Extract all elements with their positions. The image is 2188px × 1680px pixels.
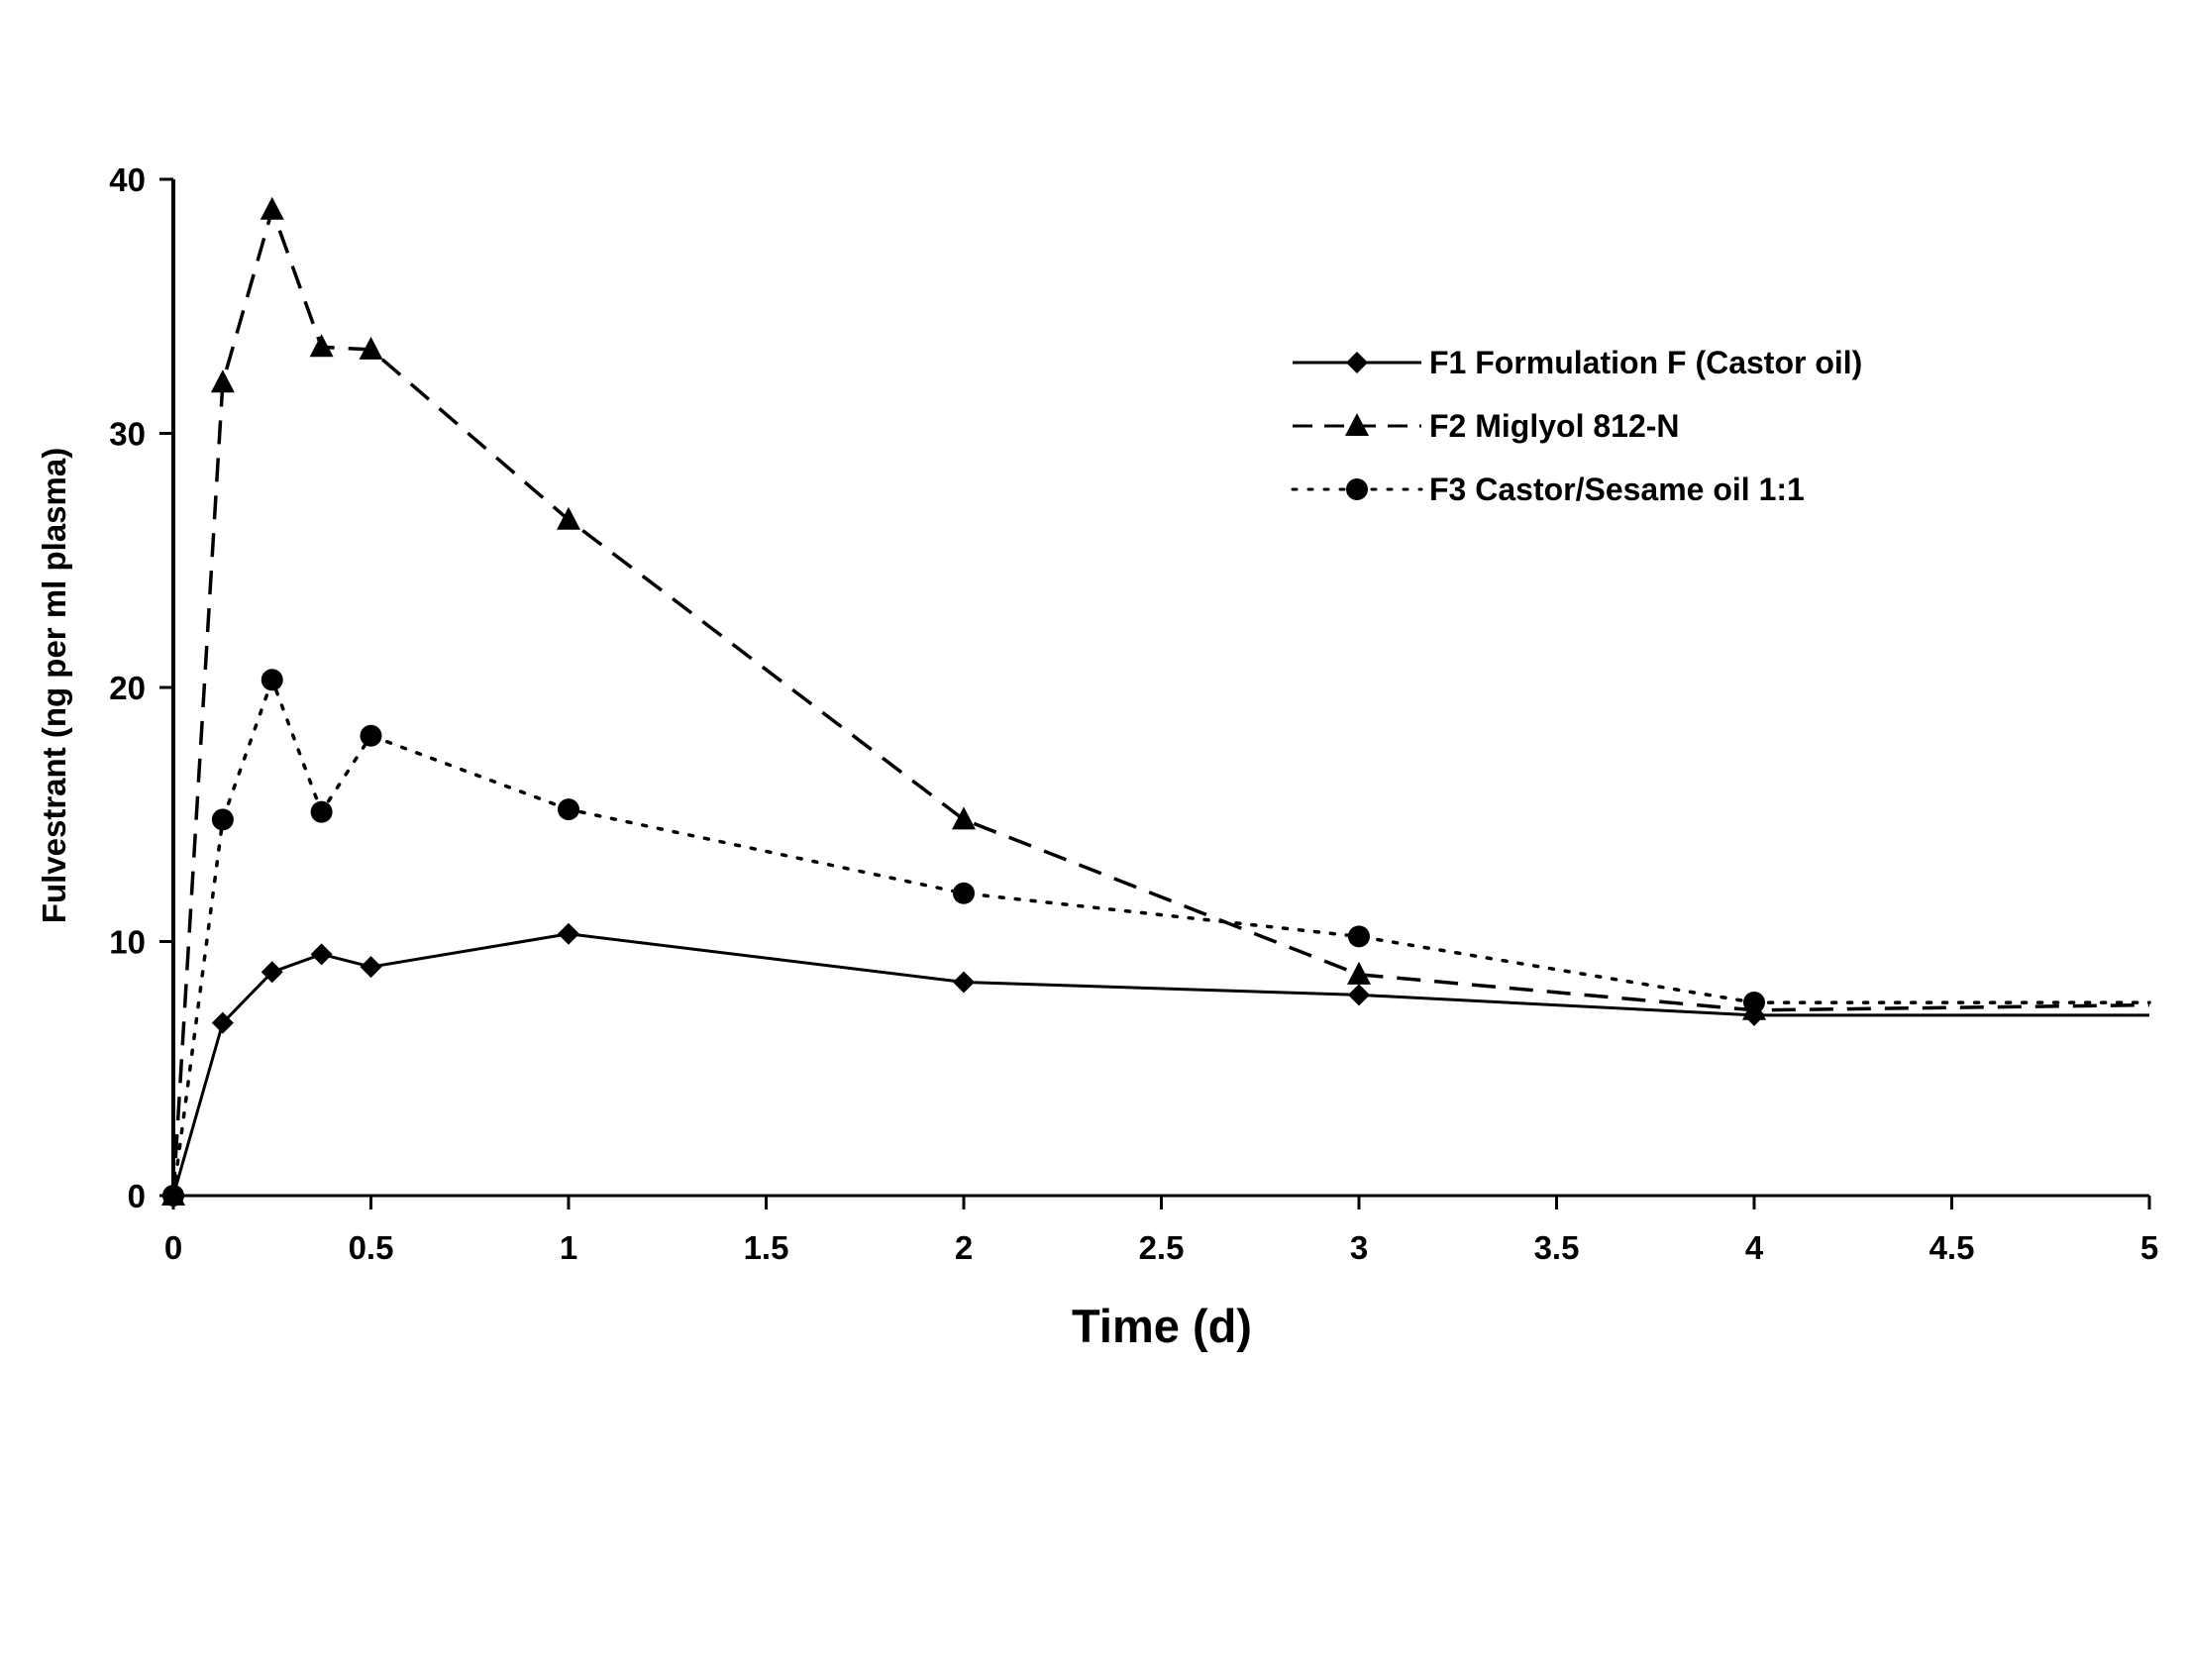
x-tick-label: 2.5: [1139, 1229, 1185, 1266]
y-axis-title: Fulvestrant (ng per ml plasma): [36, 448, 72, 923]
legend-label-1: F1 Formulation F (Castor oil): [1429, 345, 1862, 380]
series-3-point: [1348, 925, 1370, 947]
y-tick-label: 40: [109, 161, 146, 198]
series-2-point: [1347, 962, 1371, 985]
series-3-point: [212, 808, 234, 830]
x-tick-label: 4.5: [1929, 1229, 1975, 1266]
x-tick-label: 0.5: [349, 1229, 394, 1266]
y-tick-label: 0: [128, 1178, 146, 1214]
x-tick-label: 2: [955, 1229, 973, 1266]
legend-marker-1: [1346, 352, 1368, 373]
series-2-point: [310, 334, 334, 357]
series-3-point: [261, 669, 283, 690]
legend-label-3: F3 Castor/Sesame oil 1:1: [1429, 472, 1805, 507]
series-3-point: [953, 883, 975, 904]
series-1-point: [558, 923, 579, 945]
x-tick-label: 0: [164, 1229, 182, 1266]
series-2-point: [952, 806, 976, 829]
series-2-point: [211, 369, 235, 392]
x-tick-label: 5: [2140, 1229, 2158, 1266]
x-tick-label: 3.5: [1534, 1229, 1580, 1266]
x-tick-label: 1.5: [744, 1229, 789, 1266]
series-line-3: [173, 680, 2149, 1196]
y-tick-label: 10: [109, 924, 146, 961]
series-2-point: [260, 197, 284, 220]
x-tick-label: 1: [560, 1229, 577, 1266]
series-1-point: [361, 956, 382, 978]
legend-label-2: F2 Miglyol 812-N: [1429, 408, 1680, 444]
y-tick-label: 20: [109, 670, 146, 706]
series-1-point: [953, 972, 975, 994]
x-tick-label: 4: [1745, 1229, 1764, 1266]
series-1-point: [311, 943, 333, 965]
series-3-point: [361, 725, 382, 747]
series-3-point: [1743, 992, 1765, 1013]
series-1-point: [1348, 984, 1370, 1005]
x-tick-label: 3: [1350, 1229, 1368, 1266]
series-3-point: [162, 1185, 184, 1207]
series-line-1: [173, 934, 2149, 1196]
series-3-point: [558, 798, 579, 820]
chart-axes: 0 0.5 1 1.5 2 2.5 3 3.5 4 4.5 5 0 10 20 30 40: [109, 161, 2158, 1266]
legend: F1 Formulation F (Castor oil) F2 Miglyol …: [1293, 345, 1862, 507]
x-axis-title: Time (d): [1072, 1300, 1252, 1352]
legend-marker-3: [1346, 478, 1368, 500]
series-3-point: [311, 801, 333, 823]
y-tick-label: 30: [109, 416, 146, 453]
